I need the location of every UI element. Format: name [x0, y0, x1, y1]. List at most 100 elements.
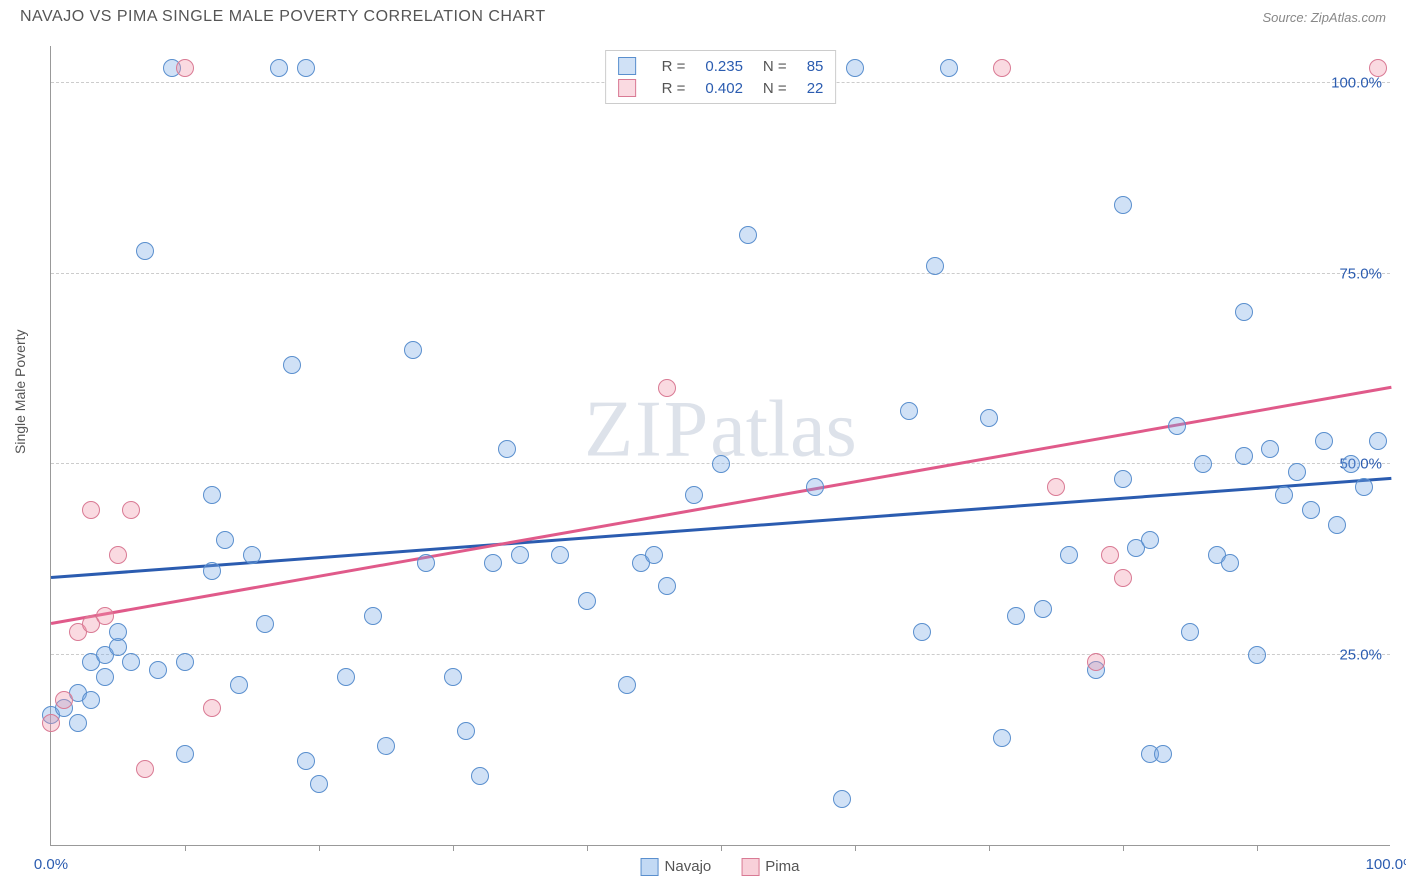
- x-tick: [319, 845, 320, 851]
- data-point: [806, 478, 824, 496]
- y-tick-label: 100.0%: [1331, 75, 1382, 92]
- data-point: [658, 379, 676, 397]
- legend-swatch: [618, 57, 636, 75]
- data-point: [1369, 59, 1387, 77]
- legend-r-value: 0.402: [705, 80, 743, 97]
- x-tick: [721, 845, 722, 851]
- data-point: [270, 59, 288, 77]
- data-point: [1168, 417, 1186, 435]
- data-point: [310, 775, 328, 793]
- data-point: [993, 59, 1011, 77]
- data-point: [913, 623, 931, 641]
- data-point: [417, 554, 435, 572]
- data-point: [404, 341, 422, 359]
- data-point: [149, 661, 167, 679]
- legend-label: Navajo: [665, 858, 712, 875]
- data-point: [82, 501, 100, 519]
- data-point: [511, 546, 529, 564]
- data-point: [457, 722, 475, 740]
- data-point: [1101, 546, 1119, 564]
- data-point: [940, 59, 958, 77]
- data-point: [203, 562, 221, 580]
- data-point: [136, 760, 154, 778]
- data-point: [1235, 303, 1253, 321]
- legend-n-value: 22: [807, 80, 824, 97]
- legend-swatch: [618, 79, 636, 97]
- data-point: [1261, 440, 1279, 458]
- x-tick-label: 0.0%: [34, 856, 68, 873]
- data-point: [1154, 745, 1172, 763]
- data-point: [109, 623, 127, 641]
- data-point: [337, 668, 355, 686]
- data-point: [364, 607, 382, 625]
- data-point: [96, 668, 114, 686]
- data-point: [980, 409, 998, 427]
- data-point: [993, 729, 1011, 747]
- gridline: [51, 654, 1390, 655]
- data-point: [1114, 470, 1132, 488]
- data-point: [1369, 432, 1387, 450]
- chart-title: NAVAJO VS PIMA SINGLE MALE POVERTY CORRE…: [20, 8, 546, 26]
- data-point: [1194, 455, 1212, 473]
- data-point: [203, 699, 221, 717]
- data-point: [1342, 455, 1360, 473]
- legend-r-value: 0.235: [705, 58, 743, 75]
- data-point: [1248, 646, 1266, 664]
- x-tick: [1257, 845, 1258, 851]
- data-point: [498, 440, 516, 458]
- data-point: [216, 531, 234, 549]
- series-legend: Navajo Pima: [641, 858, 800, 876]
- data-point: [618, 676, 636, 694]
- legend-swatch: [741, 858, 759, 876]
- data-point: [444, 668, 462, 686]
- gridline: [51, 273, 1390, 274]
- plot-area: ZIPatlas R = 0.235N = 85R = 0.402N = 22 …: [50, 46, 1390, 846]
- legend-row: R = 0.402 N = 22: [618, 77, 824, 99]
- data-point: [900, 402, 918, 420]
- data-point: [1302, 501, 1320, 519]
- trend-line: [51, 385, 1391, 624]
- data-point: [203, 486, 221, 504]
- x-tick-label: 100.0%: [1366, 856, 1406, 873]
- legend-swatch: [641, 858, 659, 876]
- data-point: [926, 257, 944, 275]
- data-point: [1114, 196, 1132, 214]
- legend-item: Pima: [741, 858, 799, 876]
- y-tick-label: 25.0%: [1339, 646, 1382, 663]
- data-point: [484, 554, 502, 572]
- data-point: [645, 546, 663, 564]
- data-point: [1114, 569, 1132, 587]
- data-point: [82, 691, 100, 709]
- data-point: [377, 737, 395, 755]
- data-point: [297, 59, 315, 77]
- legend-n-value: 85: [807, 58, 824, 75]
- legend-n-label: N =: [763, 80, 787, 97]
- data-point: [471, 767, 489, 785]
- data-point: [1288, 463, 1306, 481]
- data-point: [712, 455, 730, 473]
- data-point: [176, 745, 194, 763]
- data-point: [283, 356, 301, 374]
- data-point: [739, 226, 757, 244]
- chart-container: Single Male Poverty ZIPatlas R = 0.235N …: [50, 46, 1390, 846]
- data-point: [658, 577, 676, 595]
- data-point: [846, 59, 864, 77]
- data-point: [1355, 478, 1373, 496]
- legend-item: Navajo: [641, 858, 712, 876]
- source-label: Source: ZipAtlas.com: [1262, 10, 1386, 25]
- data-point: [176, 653, 194, 671]
- data-point: [1315, 432, 1333, 450]
- x-tick: [855, 845, 856, 851]
- legend-r-label: R =: [662, 80, 686, 97]
- x-tick: [587, 845, 588, 851]
- data-point: [1047, 478, 1065, 496]
- x-tick: [989, 845, 990, 851]
- data-point: [1007, 607, 1025, 625]
- x-tick: [185, 845, 186, 851]
- data-point: [833, 790, 851, 808]
- x-tick: [1123, 845, 1124, 851]
- y-tick-label: 75.0%: [1339, 265, 1382, 282]
- data-point: [1235, 447, 1253, 465]
- data-point: [551, 546, 569, 564]
- legend-row: R = 0.235N = 85: [618, 55, 824, 77]
